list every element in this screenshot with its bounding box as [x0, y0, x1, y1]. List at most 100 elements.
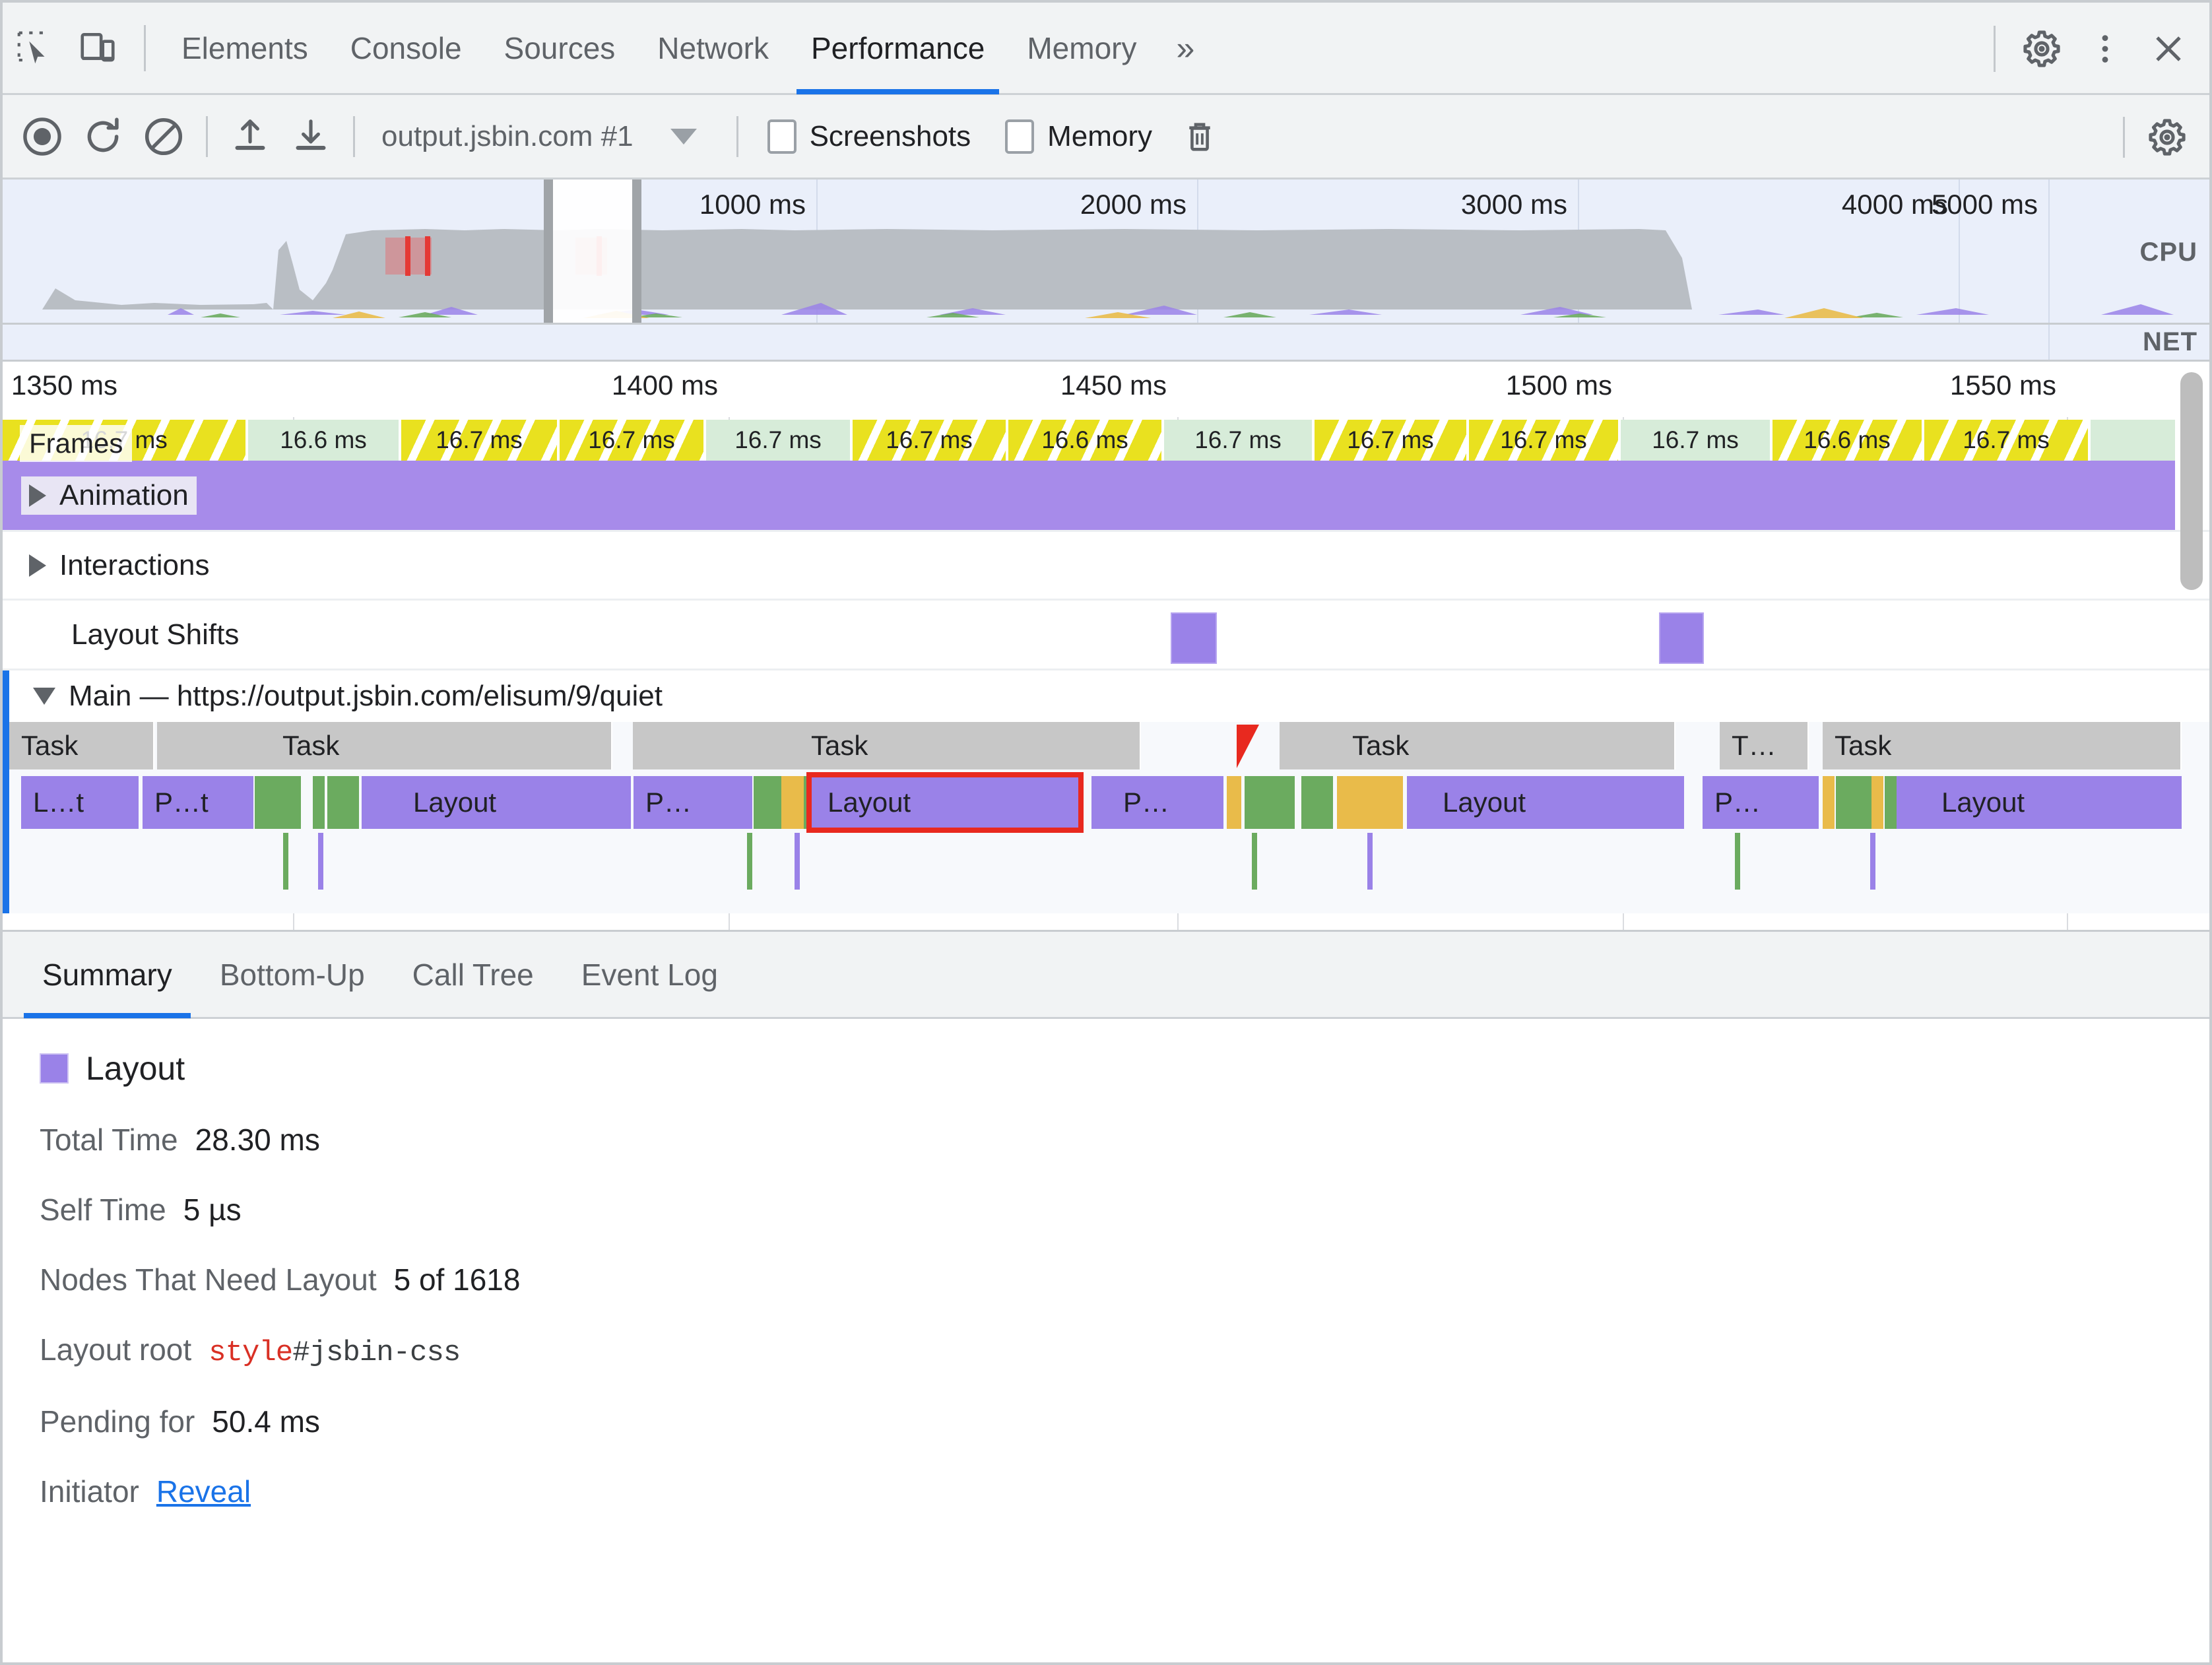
trash-icon[interactable] [1169, 94, 1230, 179]
track-title-main[interactable]: Main — https://output.jsbin.com/elisum/9… [25, 677, 670, 715]
chevron-down-icon[interactable] [670, 128, 697, 145]
more-vertical-icon[interactable] [2073, 3, 2137, 95]
sub-event-tick[interactable] [1735, 833, 1740, 890]
sub-event-tick[interactable] [1367, 833, 1373, 890]
frame-item[interactable]: 16.7 ms [1164, 420, 1312, 461]
animation-band[interactable] [3, 461, 2175, 530]
flame-task[interactable]: Task [157, 722, 612, 769]
track-animation[interactable]: Animation [3, 461, 2209, 532]
overview-tick: 3000 ms [1460, 189, 1567, 220]
flame-event-selected[interactable]: Layout [806, 772, 1084, 833]
tab-call-tree[interactable]: Call Tree [389, 931, 558, 1018]
close-icon[interactable] [2137, 3, 2200, 95]
reveal-link[interactable]: Reveal [156, 1474, 251, 1509]
flame-task[interactable]: Task [9, 722, 154, 769]
profile-selector-label[interactable]: output.jsbin.com #1 [381, 119, 634, 152]
track-title-animation[interactable]: Animation [21, 476, 197, 515]
frame-item[interactable]: 16.7 ms [853, 420, 1006, 461]
frame-item[interactable]: 16.6 ms [1773, 420, 1922, 461]
flame-event[interactable] [255, 776, 301, 829]
track-label: Interactions [59, 548, 210, 581]
tab-elements[interactable]: Elements [160, 3, 329, 94]
frame-item[interactable]: 16.6 ms [248, 420, 399, 461]
flame-event[interactable]: Layout [362, 776, 631, 829]
tab-memory[interactable]: Memory [1006, 3, 1157, 94]
gear-icon[interactable] [2010, 3, 2073, 95]
flame-task[interactable]: T… [1720, 722, 1809, 769]
timeline-detail[interactable]: 1350 ms 1400 ms 1450 ms 1500 ms 1550 ms … [3, 362, 2209, 969]
memory-checkbox[interactable]: Memory [988, 119, 1169, 154]
reload-and-record-icon[interactable] [73, 94, 133, 179]
frames-track[interactable]: 16.7 ms 16.6 ms 16.7 ms 16.7 ms 16.7 ms … [3, 420, 2209, 462]
track-layout-shifts[interactable]: Layout Shifts [3, 601, 2209, 670]
frame-duration: 16.7 ms [734, 426, 822, 453]
tab-event-log[interactable]: Event Log [558, 931, 742, 1018]
timeline-overview[interactable]: 1000 ms 2000 ms 3000 ms 4000 ms 5000 ms … [3, 180, 2209, 325]
sub-event-tick[interactable] [318, 833, 323, 890]
tab-sources[interactable]: Sources [483, 3, 637, 94]
flame-event[interactable]: P…t [143, 776, 253, 829]
row-value-code[interactable]: style#jsbin-css [209, 1336, 461, 1369]
sub-event-tick[interactable] [1870, 833, 1875, 890]
tab-performance[interactable]: Performance [790, 3, 1006, 94]
flame-event[interactable] [781, 776, 804, 829]
tab-network[interactable]: Network [636, 3, 790, 94]
flame-event[interactable] [1227, 776, 1241, 829]
flame-event[interactable] [1301, 776, 1333, 829]
frame-item[interactable]: 16.7 ms [1621, 420, 1770, 461]
layout-shift-marker[interactable] [1659, 612, 1704, 664]
flame-event[interactable] [1823, 776, 1835, 829]
timeline-scrollbar[interactable] [2180, 372, 2203, 590]
tab-summary[interactable]: Summary [18, 931, 196, 1018]
sub-event-tick[interactable] [747, 833, 752, 890]
frame-item[interactable]: 16.7 ms [1315, 420, 1466, 461]
record-icon[interactable] [12, 94, 73, 179]
flame-event[interactable] [327, 776, 359, 829]
chevron-right-icon[interactable] [29, 554, 46, 577]
frame-item[interactable]: 16.7 ms [401, 420, 557, 461]
more-tabs-icon[interactable]: » [1176, 29, 1194, 67]
frame-duration: 16.7 ms [1347, 426, 1434, 453]
flame-event[interactable]: Layout [1897, 776, 2182, 829]
load-profile-icon[interactable] [220, 94, 280, 179]
flame-event[interactable]: L…t [21, 776, 139, 829]
clear-icon[interactable] [133, 94, 194, 179]
flame-event[interactable]: P… [634, 776, 752, 829]
main-flame-chart[interactable]: Task Task Task Task T… Task L…t [3, 722, 2209, 913]
flame-event[interactable] [1337, 776, 1403, 829]
inspect-element-icon[interactable] [3, 3, 66, 94]
track-main-header[interactable]: Main — https://output.jsbin.com/elisum/9… [3, 670, 2209, 722]
sub-event-tick[interactable] [283, 833, 288, 890]
checkbox-box[interactable] [767, 119, 797, 154]
chevron-down-icon[interactable] [33, 688, 55, 705]
flame-task[interactable]: Task [1823, 722, 2182, 769]
flame-event[interactable] [313, 776, 325, 829]
frame-item[interactable]: 16.7 ms [560, 420, 703, 461]
flame-event[interactable] [1871, 776, 1883, 829]
screenshots-checkbox[interactable]: Screenshots [750, 119, 989, 154]
layout-shift-marker[interactable] [1171, 612, 1217, 664]
flame-event[interactable]: P… [1703, 776, 1819, 829]
overview-selection-window[interactable] [544, 180, 641, 323]
flame-event[interactable]: Layout [1407, 776, 1684, 829]
frame-item[interactable]: 16.7 ms [1924, 420, 2088, 461]
sub-event-tick[interactable] [1252, 833, 1257, 890]
gear-icon[interactable] [2137, 95, 2197, 180]
frame-item[interactable]: 16.7 ms [1469, 420, 1618, 461]
flame-task[interactable]: Task [1280, 722, 1675, 769]
device-toolbar-icon[interactable] [66, 3, 129, 94]
flame-event[interactable]: P… [1091, 776, 1223, 829]
sub-event-tick[interactable] [795, 833, 800, 890]
frame-item[interactable]: 16.6 ms [1008, 420, 1161, 461]
flame-event[interactable] [1245, 776, 1295, 829]
track-interactions[interactable]: Interactions [3, 532, 2209, 601]
chevron-right-icon[interactable] [29, 484, 46, 507]
track-title-interactions[interactable]: Interactions [21, 546, 217, 585]
save-profile-icon[interactable] [280, 94, 341, 179]
flame-task[interactable]: Task [633, 722, 1141, 769]
frame-item[interactable]: 16.7 ms [706, 420, 850, 461]
checkbox-box[interactable] [1005, 119, 1035, 154]
frame-item[interactable] [2091, 420, 2175, 461]
tab-bottom-up[interactable]: Bottom-Up [196, 931, 389, 1018]
tab-console[interactable]: Console [329, 3, 483, 94]
